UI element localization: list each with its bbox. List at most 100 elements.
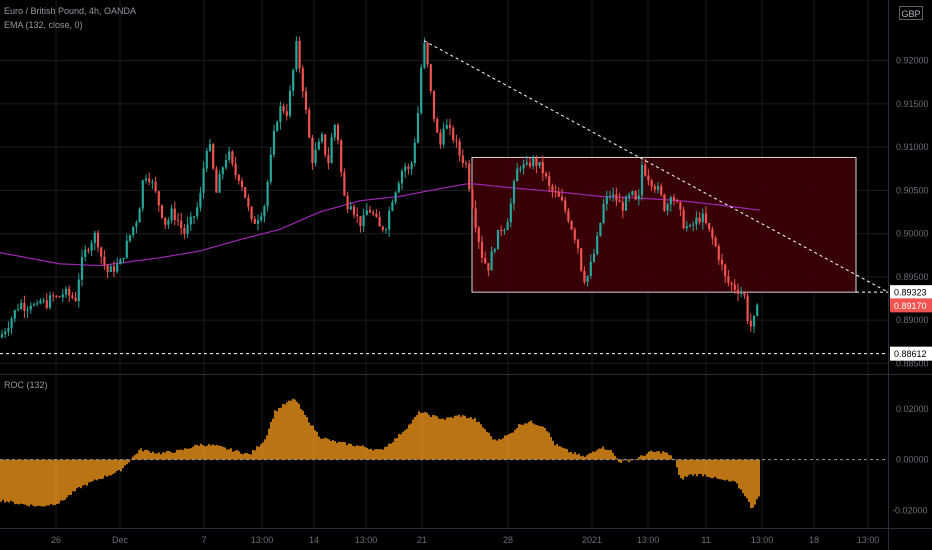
candle-body	[247, 197, 250, 207]
roc-bar	[86, 459, 88, 486]
candle-body	[519, 168, 522, 170]
candle-body	[720, 259, 724, 265]
roc-bar	[368, 449, 370, 460]
roc-bar	[664, 452, 666, 460]
roc-bar	[98, 459, 100, 479]
roc-bar	[536, 425, 538, 460]
roc-histogram	[0, 398, 888, 509]
roc-bar	[282, 403, 284, 460]
descending-triangle-zone[interactable]	[471, 156, 857, 293]
candle-body	[301, 68, 304, 92]
ema-legend[interactable]: EMA (132, close, 0)	[4, 20, 83, 30]
roc-bar	[392, 442, 394, 460]
roc-bar	[512, 432, 514, 460]
roc-bar	[650, 450, 652, 460]
roc-bar	[194, 444, 196, 460]
time-tick-label: 26	[51, 535, 61, 545]
roc-bar	[302, 410, 304, 460]
roc-bar	[172, 452, 174, 460]
roc-bar	[338, 441, 340, 460]
roc-bar	[94, 459, 96, 480]
candle-body	[64, 288, 68, 295]
roc-bar	[56, 459, 58, 505]
roc-bar	[702, 459, 704, 477]
roc-bar	[24, 459, 26, 505]
roc-bar	[558, 446, 560, 460]
roc-bar	[492, 439, 494, 460]
candle-body	[343, 172, 346, 196]
roc-bar	[16, 459, 18, 504]
currency-badge[interactable]: GBP	[899, 6, 923, 20]
price-tick-label: 0.90500	[896, 185, 929, 195]
roc-bar	[190, 448, 192, 460]
candle-body	[263, 206, 266, 217]
roc-bar	[170, 452, 172, 460]
roc-legend[interactable]: ROC (132)	[4, 380, 48, 390]
roc-bar	[710, 459, 712, 478]
roc-bar	[102, 459, 104, 479]
roc-bar	[676, 459, 678, 468]
candle-body	[564, 200, 567, 211]
roc-bar	[530, 420, 532, 460]
symbol-legend[interactable]: Euro / British Pound, 4h, OANDA	[4, 6, 137, 16]
candle-body	[93, 232, 96, 243]
roc-bar	[328, 439, 330, 460]
candle-body	[330, 137, 333, 164]
candle-body	[48, 295, 52, 308]
roc-bar	[692, 459, 694, 476]
price-tick-label: 0.88500	[896, 358, 929, 368]
candle-body	[208, 144, 212, 151]
roc-bar	[504, 435, 506, 460]
candle-body	[471, 189, 474, 209]
candle-body	[717, 246, 720, 260]
roc-bar	[554, 445, 556, 460]
roc-bar	[14, 459, 16, 505]
roc-bar	[360, 446, 362, 460]
roc-bar	[416, 415, 418, 460]
candle-body	[736, 289, 740, 294]
candle-body	[368, 210, 372, 213]
roc-bar	[550, 437, 552, 460]
candle-body	[727, 276, 730, 283]
roc-bar	[160, 454, 162, 460]
roc-bar	[744, 459, 746, 497]
roc-bar	[210, 445, 212, 460]
roc-bar	[406, 428, 408, 460]
roc-bar	[248, 453, 250, 460]
candle-body	[4, 331, 7, 335]
roc-bar	[594, 451, 596, 460]
roc-bar	[230, 448, 232, 460]
candle-body	[138, 208, 141, 223]
roc-bar	[748, 459, 750, 503]
roc-bar	[20, 459, 22, 504]
roc-bar	[716, 459, 718, 479]
candle-body	[464, 163, 468, 165]
candle-body	[589, 261, 592, 276]
roc-bar	[438, 418, 440, 460]
roc-bar	[396, 438, 398, 460]
candle-body	[186, 224, 189, 234]
candle-body	[631, 191, 634, 195]
candle-body	[292, 69, 295, 91]
roc-bar	[262, 442, 264, 460]
roc-bar	[364, 447, 366, 460]
candle-body	[336, 124, 340, 141]
candle-body	[109, 266, 112, 272]
roc-bar	[596, 450, 598, 460]
candle-body	[381, 226, 384, 230]
roc-bar	[114, 459, 116, 473]
time-tick-label: 13:00	[857, 535, 880, 545]
roc-bar	[60, 459, 62, 501]
candle-body	[580, 248, 583, 271]
roc-bar	[90, 459, 92, 483]
roc-bar	[206, 445, 208, 460]
candle-body	[42, 300, 45, 302]
roc-bar	[232, 451, 234, 460]
candle-body	[176, 219, 180, 221]
candle-body	[372, 212, 375, 214]
roc-bar	[470, 417, 472, 460]
annotations[interactable]	[0, 40, 889, 355]
roc-bar	[608, 450, 610, 460]
price-label-text: 0.88612	[894, 349, 927, 359]
